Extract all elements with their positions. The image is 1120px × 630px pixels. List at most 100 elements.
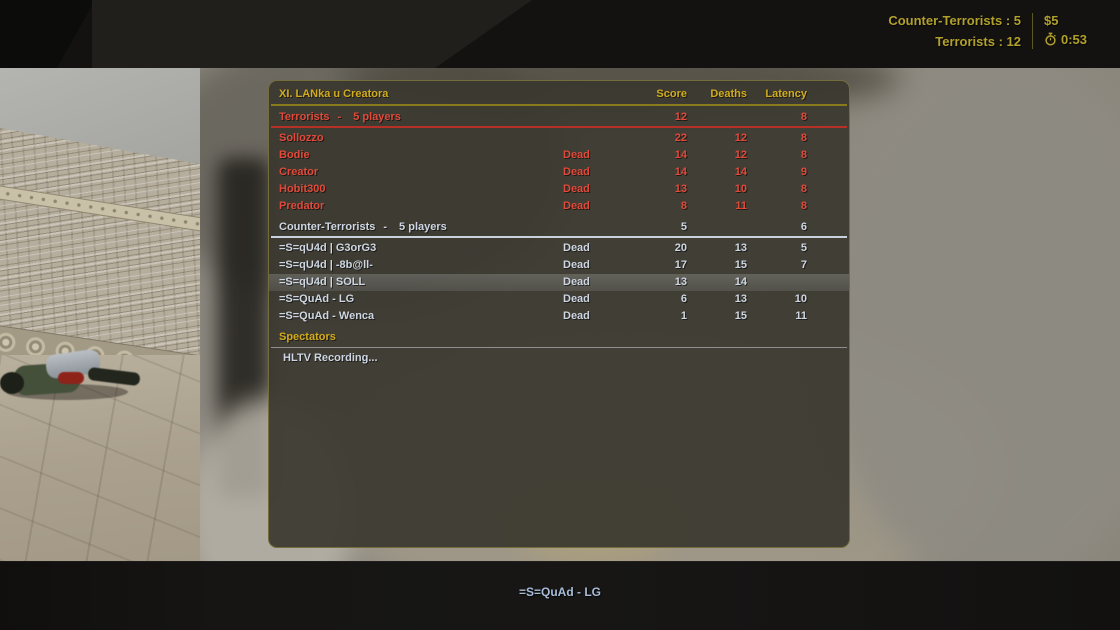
top-bar-shadow [0, 0, 95, 68]
player-name: Creator [279, 166, 319, 178]
player-name: Sollozzo [279, 132, 324, 144]
player-latency: 9 [800, 166, 807, 178]
separator: - [337, 111, 342, 123]
column-header-latency: Latency [765, 88, 807, 100]
player-row: =S=QuAd - LG Dead 6 13 10 [269, 291, 849, 308]
server-title: XI. LANka u Creatora [279, 88, 389, 100]
team-name: Counter-Terrorists -5 players [279, 221, 447, 233]
player-row: Bodie Dead 14 12 8 [269, 147, 849, 164]
player-latency: 5 [800, 242, 807, 254]
player-deaths: 15 [734, 310, 747, 322]
team-header-row: Counter-Terrorists -5 players 5 6 [269, 219, 849, 235]
dead-player-body [0, 348, 145, 410]
player-row: =S=qU4d | SOLL Dead 13 14 [269, 274, 849, 291]
team-player-list: Sollozzo 22 12 8 Bodie Dead 14 12 8 Crea… [269, 130, 849, 215]
player-deaths: 12 [734, 132, 747, 144]
player-status: Dead [563, 242, 590, 254]
player-latency: 8 [800, 132, 807, 144]
hud-t-score: Terrorists : 12 [935, 33, 1021, 49]
team-latency: 6 [800, 221, 807, 233]
player-latency: 11 [795, 310, 807, 322]
player-row: Creator Dead 14 14 9 [269, 164, 849, 181]
player-name: =S=QuAd - LG [279, 293, 355, 305]
column-header-deaths: Deaths [710, 88, 747, 100]
player-name: Bodie [279, 149, 310, 161]
team-deaths [687, 109, 747, 125]
player-latency: 8 [800, 200, 807, 212]
hud-divider [1032, 13, 1033, 50]
player-status: Dead [563, 293, 590, 305]
player-status: Dead [563, 310, 590, 322]
player-name: =S=qU4d | SOLL [279, 276, 366, 288]
top-letterbox-bar [0, 0, 1120, 68]
scoreboard-panel: XI. LANka u Creatora Score Deaths Latenc… [268, 80, 850, 548]
player-score: 13 [674, 276, 687, 288]
blur-blob [820, 68, 1120, 561]
team-section-terrorists: Terrorists -5 players 12 8 Sollozzo 22 12… [269, 109, 849, 215]
hud-ct-score: Counter-Terrorists : 5 [888, 13, 1021, 28]
separator: - [383, 221, 388, 233]
player-status: Dead [563, 183, 590, 195]
player-row: =S=qU4d | -8b@ll- Dead 17 15 7 [269, 257, 849, 274]
player-deaths: 13 [734, 242, 747, 254]
player-latency: 8 [800, 183, 807, 195]
player-name: Hobit300 [279, 183, 326, 195]
hud-score-panel: Counter-Terrorists : 5 Terrorists : 12 $… [888, 13, 1090, 50]
stopwatch-icon [1045, 32, 1056, 46]
spectator-entry: HLTV Recording... [283, 352, 378, 364]
body-blood [58, 372, 84, 384]
team-latency: 8 [800, 111, 807, 123]
player-deaths: 14 [734, 166, 747, 178]
scoreboard-header-row: XI. LANka u Creatora Score Deaths Latenc… [269, 86, 849, 102]
player-score: 14 [674, 166, 687, 178]
player-score: 17 [674, 259, 687, 271]
team-underline [271, 236, 847, 238]
team-score: 5 [680, 221, 687, 233]
player-status [563, 130, 623, 147]
hud-money: $5 [1044, 13, 1059, 28]
spectators-label: Spectators [279, 331, 336, 343]
team-player-list: =S=qU4d | G3orG3 Dead 20 13 5 =S=qU4d | … [269, 240, 849, 325]
player-row: Sollozzo 22 12 8 [269, 130, 849, 147]
player-deaths: 12 [734, 149, 747, 161]
team-header-row: Terrorists -5 players 12 8 [269, 109, 849, 125]
body-legs [87, 366, 141, 387]
game-world-view [0, 68, 200, 561]
player-status: Dead [563, 259, 590, 271]
player-status: Dead [563, 166, 590, 178]
hud-money-timer: $5 0:53 [1044, 13, 1090, 49]
player-name: =S=qU4d | G3orG3 [279, 242, 377, 254]
spectators-underline [271, 347, 847, 348]
player-row: =S=qU4d | G3orG3 Dead 20 13 5 [269, 240, 849, 257]
hud-timer: 0:53 [1044, 32, 1090, 48]
body-helmet [0, 372, 24, 394]
player-name: Predator [279, 200, 325, 212]
player-name: =S=QuAd - Wenca [279, 310, 375, 322]
team-underline [271, 126, 847, 128]
player-status: Dead [563, 276, 590, 288]
player-deaths: 15 [734, 259, 747, 271]
hud-team-scores: Counter-Terrorists : 5 Terrorists : 12 [888, 13, 1021, 49]
team-deaths [687, 219, 747, 235]
team-score: 12 [674, 111, 687, 123]
player-deaths: 14 [734, 276, 747, 288]
player-score: 14 [674, 149, 687, 161]
team-player-count: 5 players [399, 221, 447, 233]
player-name: =S=qU4d | -8b@ll- [279, 259, 373, 271]
header-underline [271, 104, 847, 106]
player-latency: 8 [800, 149, 807, 161]
player-row: Hobit300 Dead 13 10 8 [269, 181, 849, 198]
player-score: 13 [674, 183, 687, 195]
player-latency: 10 [794, 293, 807, 305]
player-score: 1 [680, 310, 687, 322]
spectated-player-name: =S=QuAd - LG [518, 585, 601, 599]
player-row: =S=QuAd - Wenca Dead 1 15 11 [269, 308, 849, 325]
player-row: Predator Dead 8 11 8 [269, 198, 849, 215]
hud-timer-value: 0:53 [1061, 31, 1088, 47]
player-deaths: 10 [734, 183, 747, 195]
bottom-letterbox-bar: =S=QuAd - LG [0, 561, 1120, 630]
player-score: 22 [674, 132, 687, 144]
player-score: 8 [680, 200, 687, 212]
player-latency [747, 274, 807, 291]
